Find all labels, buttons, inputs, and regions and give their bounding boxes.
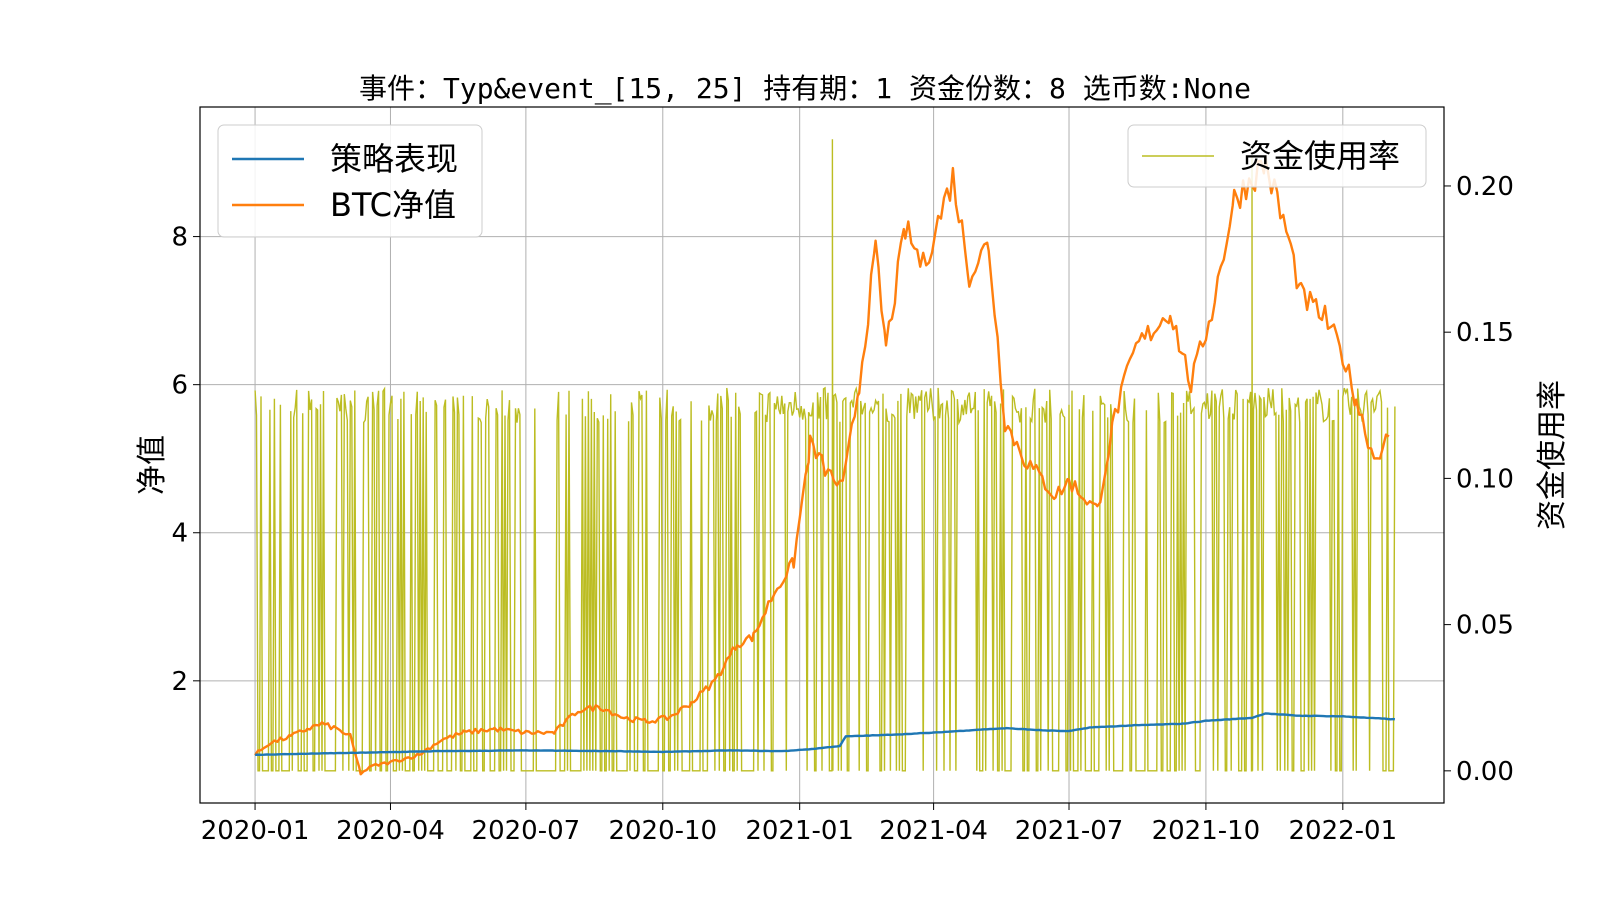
- grid-lines: [200, 107, 1444, 803]
- legend-left: 策略表现 BTC净值: [217, 124, 483, 238]
- chart-title: 事件：Typ&event_[15, 25] 持有期：1 资金份数：8 选币数:N…: [359, 72, 1251, 106]
- x-tick-label: 2021-07: [1015, 816, 1124, 846]
- x-tick-label: 2021-01: [745, 816, 854, 846]
- x-tick-label: 2020-10: [608, 816, 717, 846]
- x-axis-ticks: 2020-01 2020-04 2020-07 2020-10 2021-01 2021-…: [201, 803, 1397, 846]
- y2-tick-label: 0.15: [1456, 318, 1514, 348]
- x-tick-label: 2021-10: [1152, 816, 1261, 846]
- y2-tick-label: 0.10: [1456, 464, 1514, 494]
- legend-usage-label: 资金使用率: [1240, 137, 1400, 175]
- y-tick-label: 8: [171, 223, 188, 253]
- x-tick-label: 2020-04: [336, 816, 445, 846]
- y-tick-label: 4: [171, 519, 188, 549]
- usage-line: [254, 139, 1396, 772]
- legend-btc-label: BTC净值: [330, 186, 456, 224]
- x-tick-label: 2020-01: [201, 816, 310, 846]
- strategy-line: [255, 712, 1396, 756]
- y2-tick-label: 0.20: [1456, 172, 1514, 202]
- y-axis-label: 净值: [135, 435, 170, 495]
- y2-axis-label: 资金使用率: [1535, 380, 1570, 530]
- y-tick-label: 6: [171, 371, 188, 401]
- y2-tick-label: 0.05: [1456, 611, 1514, 641]
- legend-strategy-label: 策略表现: [330, 140, 458, 178]
- legend-right: 资金使用率: [1127, 124, 1427, 188]
- btc-line: [254, 154, 1390, 776]
- y2-axis-ticks: 0.00 0.05 0.10 0.15 0.20: [1444, 172, 1514, 787]
- x-tick-label: 2022-01: [1288, 816, 1397, 846]
- strategy-series: [255, 712, 1396, 756]
- x-tick-label: 2021-04: [879, 816, 988, 846]
- usage-series: [254, 139, 1396, 772]
- plot-frame: [199, 106, 1445, 804]
- y2-tick-label: 0.00: [1456, 757, 1514, 787]
- x-tick-label: 2020-07: [472, 816, 581, 846]
- y-axis-ticks: 2 4 6 8: [171, 223, 200, 697]
- btc-series: [254, 154, 1390, 776]
- y-tick-label: 2: [171, 667, 188, 697]
